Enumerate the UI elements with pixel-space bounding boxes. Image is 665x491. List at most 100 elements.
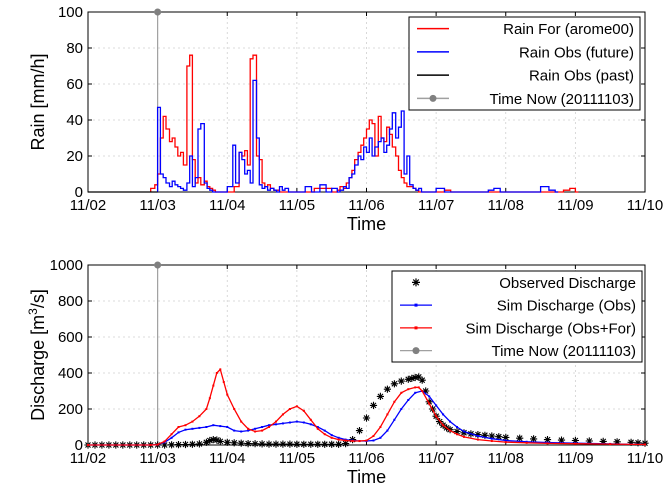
series-point-sim-discharge-obs-for xyxy=(309,418,312,421)
observed-discharge-point xyxy=(265,440,273,448)
series-point-sim-discharge-obs-for xyxy=(261,429,264,432)
legend: Observed Discharge Sim Discharge (Obs) Sim… xyxy=(391,270,643,363)
legend-swatch-marker xyxy=(412,278,420,287)
x-tick-label: 11/07 xyxy=(418,197,454,214)
observed-discharge-point xyxy=(571,436,579,445)
observed-discharge-point xyxy=(328,440,336,448)
series-point-sim-discharge-obs xyxy=(525,440,528,443)
observed-discharge-point xyxy=(530,435,538,443)
legend-swatch-marker xyxy=(414,326,418,330)
observed-discharge-point xyxy=(404,375,412,383)
series-point-sim-discharge-obs-for xyxy=(428,402,431,405)
series-point-sim-discharge-obs-for xyxy=(351,440,354,443)
observed-discharge-point xyxy=(206,436,214,445)
observed-discharge-point xyxy=(390,380,398,388)
observed-discharge-point xyxy=(415,373,423,381)
observed-discharge-point xyxy=(195,440,203,448)
legend-label: Sim Discharge (Obs) xyxy=(497,298,636,315)
series-point-sim-discharge-obs xyxy=(490,437,493,440)
series-point-sim-discharge-obs xyxy=(219,425,222,428)
series-point-sim-discharge-obs-for xyxy=(198,415,201,418)
x-tick-label: 11/09 xyxy=(557,197,593,214)
legend-swatch-marker xyxy=(412,347,420,355)
series-point-sim-discharge-obs xyxy=(379,436,382,439)
series-point-sim-discharge-obs-for xyxy=(546,442,549,445)
y-tick-label: 600 xyxy=(58,329,83,346)
observed-discharge-point xyxy=(279,440,287,448)
legend-label: Sim Discharge (Obs+For) xyxy=(466,320,636,337)
series-point-sim-discharge-obs xyxy=(177,431,180,434)
series-point-sim-discharge-obs-for xyxy=(212,384,215,387)
series-point-sim-discharge-obs xyxy=(261,426,264,428)
legend-box xyxy=(408,16,641,111)
series-point-sim-discharge-obs-for xyxy=(407,388,410,391)
series-point-sim-discharge-obs-for xyxy=(344,439,347,442)
series-point-sim-discharge-obs-for xyxy=(393,400,396,403)
series-point-sim-discharge-obs-for xyxy=(302,409,305,412)
series-point-sim-discharge-obs xyxy=(414,391,417,394)
observed-discharge-point xyxy=(557,436,566,444)
x-tick-label: 11/02 xyxy=(70,450,106,467)
series-point-sim-discharge-obs xyxy=(247,429,250,432)
observed-discharge-point xyxy=(425,398,433,406)
series-point-sim-discharge-obs xyxy=(240,430,243,433)
series-point-sim-discharge-obs xyxy=(330,434,333,437)
series-point-sim-discharge-obs-for xyxy=(295,405,298,408)
series-point-sim-discharge-obs-for xyxy=(156,443,159,446)
observed-discharge-point xyxy=(362,414,371,422)
observed-discharge-point xyxy=(321,440,329,448)
series-point-sim-discharge-obs-for xyxy=(337,438,340,441)
observed-discharge-point xyxy=(397,377,405,385)
observed-discharge-point xyxy=(244,440,252,448)
x-tick-label: 11/10 xyxy=(627,450,663,467)
x-tick-label: 11/09 xyxy=(557,450,593,467)
series-point-sim-discharge-obs xyxy=(435,404,438,407)
observed-discharge-point xyxy=(237,439,245,447)
observed-discharge-point xyxy=(495,433,503,441)
observed-discharge-point xyxy=(453,427,461,436)
legend-label: Time Now (20111103) xyxy=(489,91,634,108)
series-point-sim-discharge-obs-for xyxy=(247,427,250,430)
x-tick-label: 11/05 xyxy=(279,450,315,467)
x-axis-label: Time xyxy=(347,467,386,487)
y-tick-label: 40 xyxy=(66,112,83,129)
observed-discharge-point xyxy=(376,392,384,400)
series-point-sim-discharge-obs-for xyxy=(208,397,211,400)
observed-discharge-point xyxy=(293,440,301,448)
legend-label: Observed Discharge xyxy=(499,275,636,292)
series-point-sim-discharge-obs-for xyxy=(414,386,417,389)
observed-discharge-point xyxy=(251,440,259,448)
observed-discharge-point xyxy=(369,401,378,409)
series-point-sim-discharge-obs-for xyxy=(233,408,236,410)
observed-discharge-point xyxy=(174,441,183,449)
observed-discharge-point xyxy=(286,440,294,448)
x-tick-label: 11/02 xyxy=(70,197,106,214)
series-point-sim-discharge-obs-for xyxy=(490,440,493,443)
series-point-sim-discharge-obs-for xyxy=(435,415,438,418)
x-tick-label: 11/08 xyxy=(488,197,524,214)
y-tick-label: 80 xyxy=(66,40,83,57)
observed-discharge-point xyxy=(335,440,343,448)
observed-discharge-point xyxy=(418,376,426,384)
series-point-sim-discharge-obs xyxy=(476,435,479,437)
legend-label: Rain Obs (future) xyxy=(519,44,634,61)
series-point-sim-discharge-obs-for xyxy=(462,435,465,438)
series-point-sim-discharge-obs-for xyxy=(316,427,319,430)
series-point-sim-discharge-obs-for xyxy=(222,381,225,383)
series-point-sim-discharge-obs xyxy=(184,428,187,431)
y-tick-label: 60 xyxy=(66,76,83,93)
series-point-sim-discharge-obs-for xyxy=(268,426,271,428)
time-now-marker xyxy=(154,8,162,16)
y-axis-label-superscript: 3 xyxy=(26,308,40,315)
series-point-sim-discharge-obs xyxy=(309,423,312,426)
x-tick-label: 11/06 xyxy=(348,197,384,214)
chart-2: 11/02 11/03 11/04 11/05 11/06 11/07 11/08 11/09… xyxy=(26,257,663,487)
series-point-sim-discharge-obs xyxy=(462,430,465,433)
series-point-sim-discharge-obs-for xyxy=(163,440,166,443)
observed-discharge-point xyxy=(383,385,391,393)
series-point-sim-discharge-obs xyxy=(407,399,410,401)
series-point-sim-discharge-obs-for xyxy=(240,420,243,423)
observed-discharge-point xyxy=(613,438,621,446)
y-tick-label: 1000 xyxy=(50,257,83,274)
series-point-sim-discharge-obs xyxy=(323,429,326,432)
